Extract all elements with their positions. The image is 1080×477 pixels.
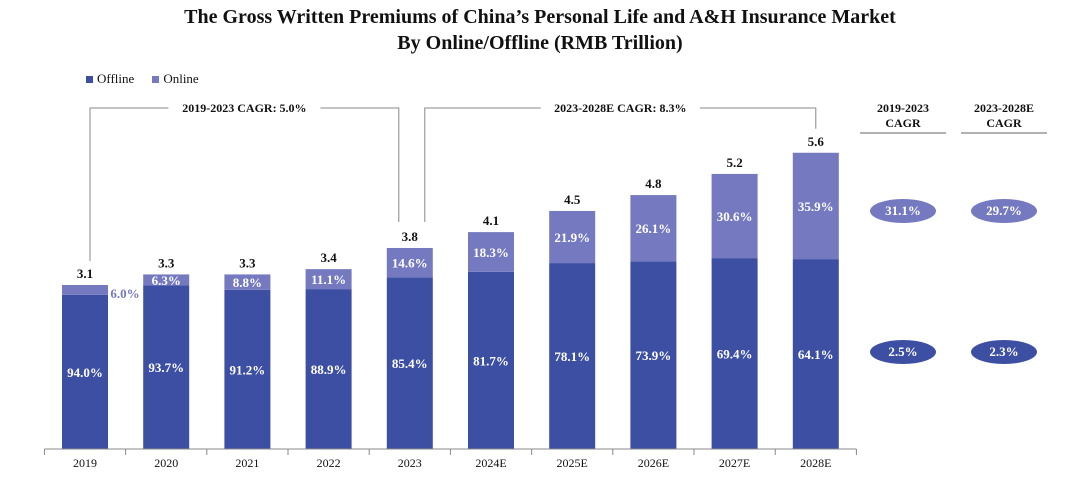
bar-online-2026E: [630, 195, 677, 262]
bar-online-2021: [224, 274, 271, 290]
legend-label-online: Online: [163, 71, 199, 86]
label-online-2020: 6.3%: [152, 273, 181, 288]
label-total-2026E: 4.8: [645, 176, 662, 191]
label-online-2019: 6.0%: [110, 286, 139, 301]
label-online-2025E: 21.9%: [554, 230, 590, 245]
label-total-2027E: 5.2: [726, 155, 742, 170]
cagr-offline-value-1: 2.5%: [888, 344, 917, 359]
label-offline-2020: 93.7%: [148, 360, 184, 375]
x-tick-2025E: 2025E: [557, 456, 588, 470]
cagr-brackets: 2019-2023 CAGR: 5.0% 2023-2028E CAGR: 8.3…: [89, 99, 817, 262]
bar-offline-2025E: [549, 263, 596, 449]
label-online-2024E: 18.3%: [473, 245, 509, 260]
label-total-2028E: 5.6: [808, 134, 825, 149]
bar-offline-2020: [143, 285, 190, 449]
label-online-2028E: 35.9%: [798, 199, 834, 214]
x-tick-2027E: 2027E: [719, 456, 750, 470]
label-total-2019: 3.1: [77, 266, 93, 281]
label-online-2021: 8.8%: [233, 275, 262, 290]
cagr-header-2-line-2: CAGR: [986, 116, 1022, 130]
cagr-online-pill-1: [870, 199, 936, 223]
label-total-2021: 3.3: [239, 255, 256, 270]
label-offline-2019: 94.0%: [67, 365, 103, 380]
legend-item-online: Online: [152, 71, 199, 87]
bar-online-2027E: [711, 173, 758, 259]
bar-offline-2028E: [792, 259, 839, 449]
bar-online-2022: [305, 269, 352, 290]
cagr-offline-value-2: 2.3%: [989, 344, 1018, 359]
legend-label-offline: Offline: [97, 71, 135, 86]
chart-title-line1: The Gross Written Premiums of China’s Pe…: [184, 6, 896, 28]
cagr-bracket-2-label-bg: [540, 99, 700, 117]
cagr-offline-pill-1: [870, 340, 936, 364]
label-total-2020: 3.3: [158, 255, 175, 270]
legend: Offline Online: [86, 71, 199, 87]
bar-offline-2023: [386, 277, 433, 449]
cagr-offline-pill-2: [971, 340, 1037, 364]
cagr-online-pill-2: [971, 199, 1037, 223]
label-online-2027E: 30.6%: [717, 209, 753, 224]
label-total-2024E: 4.1: [483, 213, 499, 228]
x-tick-2028E: 2028E: [800, 456, 831, 470]
label-total-2022: 3.4: [320, 250, 337, 265]
cagr-bracket-1-label: 2019-2023 CAGR: 5.0%: [182, 101, 306, 115]
x-axis: 2019 2020 2021 2022 2023 2024E 2025E 2026E 2027E…: [43, 448, 857, 470]
label-online-2023: 14.6%: [392, 256, 428, 271]
label-online-2022: 11.1%: [311, 272, 346, 287]
bar-online-2024E: [468, 232, 514, 272]
chart-title-line2: By Online/Offline (RMB Trillion): [397, 32, 683, 54]
cagr-online-value-1: 31.1%: [885, 203, 921, 218]
bar-offline-2024E: [468, 271, 514, 449]
x-tick-2023: 2023: [398, 456, 422, 470]
x-tick-2021: 2021: [235, 456, 259, 470]
label-offline-2023: 85.4%: [392, 356, 428, 371]
label-offline-2025E: 78.1%: [554, 349, 590, 364]
bars-group: 94.0% 6.0% 3.1 93.7% 6.3% 3.3 91.2% 8.8% 3.3 88.9…: [62, 134, 839, 449]
x-tick-2022: 2022: [317, 456, 341, 470]
cagr-header-1-line-1: 2019-2023: [877, 101, 929, 115]
bar-online-2023: [386, 247, 433, 278]
label-online-2026E: 26.1%: [636, 221, 672, 236]
cagr-header-1-line-2: CAGR: [885, 116, 921, 130]
x-tick-2020: 2020: [154, 456, 178, 470]
label-total-2023: 3.8: [402, 229, 419, 244]
cagr-header-2-line-1: 2023-2028E: [974, 101, 1034, 115]
bar-offline-2022: [305, 289, 352, 449]
legend-swatch-online: [152, 75, 160, 83]
bar-offline-2027E: [711, 258, 758, 449]
x-tick-2019: 2019: [73, 456, 97, 470]
bar-offline-2019: [62, 294, 108, 449]
label-offline-2021: 91.2%: [230, 362, 266, 377]
bar-online-2020: [143, 274, 190, 286]
label-offline-2024E: 81.7%: [473, 353, 509, 368]
label-total-2025E: 4.5: [564, 192, 581, 207]
label-offline-2022: 88.9%: [311, 362, 347, 377]
label-offline-2026E: 73.9%: [636, 348, 672, 363]
cagr-bracket-2-label: 2023-2028E CAGR: 8.3%: [554, 101, 686, 115]
x-tick-2026E: 2026E: [638, 456, 669, 470]
cagr-online-value-2: 29.7%: [986, 203, 1022, 218]
label-offline-2028E: 64.1%: [798, 347, 834, 362]
legend-item-offline: Offline: [86, 71, 134, 87]
label-offline-2027E: 69.4%: [717, 347, 753, 362]
cagr-bracket-1-line: [89, 107, 400, 262]
bar-online-2025E: [549, 210, 596, 264]
bar-offline-2021: [224, 289, 271, 449]
bar-online-2019: [62, 285, 108, 295]
bar-online-2028E: [792, 152, 839, 260]
legend-swatch-offline: [86, 75, 93, 83]
x-tick-2024E: 2024E: [475, 456, 506, 470]
bar-offline-2026E: [630, 261, 677, 449]
cagr-bracket-1-label-bg: [168, 99, 321, 117]
